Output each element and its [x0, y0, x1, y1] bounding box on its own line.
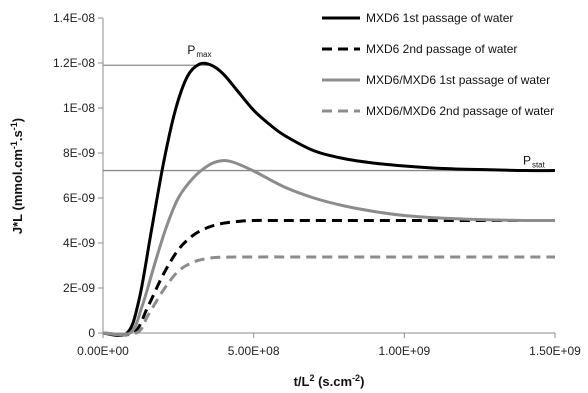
series-line-4	[102, 255, 555, 336]
x-tick-label: 1.50E+09	[529, 344, 581, 358]
annotations: Pmax Pstat	[187, 43, 545, 169]
y-tick-label: 1E-08	[63, 101, 95, 115]
x-tick-label: 1.00E+09	[378, 344, 430, 358]
y-tick-label: 8E-09	[63, 146, 95, 160]
legend: MXD6 1st passage of water MXD6 2nd passag…	[322, 11, 554, 118]
legend-label: MXD6 1st passage of water	[366, 11, 513, 25]
y-tick-label: 1.2E-08	[53, 56, 95, 70]
y-tick-label: 2E-09	[63, 281, 95, 295]
series-line-1	[102, 61, 556, 337]
x-tick-label: 5.00E+08	[228, 344, 280, 358]
x-axis-title: t/L2 (s.cm-2)	[294, 373, 365, 389]
y-tick-label: 6E-09	[63, 191, 95, 205]
axes	[102, 18, 555, 334]
x-tick-label: 0.00E+00	[77, 344, 129, 358]
x-ticks: 0.00E+00 5.00E+08 1.00E+09 1.50E+09	[77, 333, 581, 358]
legend-label: MXD6/MXD6 2nd passage of water	[366, 104, 554, 118]
legend-label: MXD6 2nd passage of water	[366, 42, 517, 56]
annotation-label: Pstat	[523, 153, 546, 169]
series-lines	[102, 61, 556, 337]
series-line-3	[102, 159, 556, 337]
series-line-2	[102, 218, 555, 337]
y-ticks: 0 2E-09 4E-09 6E-09 8E-09 1E-08 1.2E-08 1.4E-08	[53, 11, 103, 340]
y-tick-label: 4E-09	[63, 236, 95, 250]
y-tick-label: 1.4E-08	[53, 11, 95, 25]
y-axis-title: J*L (mmol.cm-1.s-1)	[9, 118, 25, 234]
annotation-label: Pmax	[187, 43, 211, 59]
y-tick-label: 0	[88, 326, 95, 340]
legend-label: MXD6/MXD6 1st passage of water	[366, 73, 550, 87]
